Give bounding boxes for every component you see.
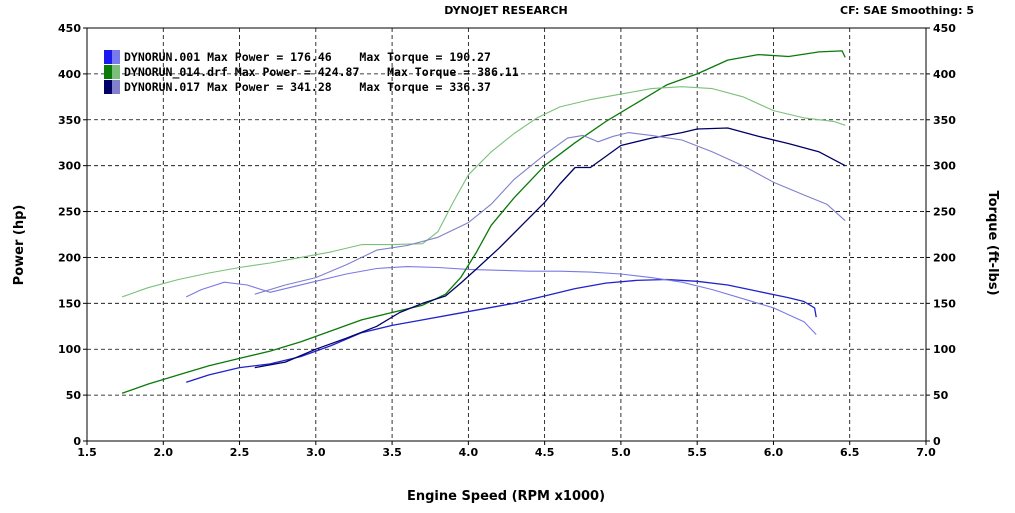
y-tick-label: 50: [66, 389, 82, 402]
y-tick-label: 250: [58, 206, 81, 219]
y-tick-label: 100: [58, 343, 81, 356]
series-line-4: [254, 127, 846, 369]
y2-axis-label: Torque (ft-lbs): [985, 190, 1000, 295]
y2-tick-label: 300: [933, 160, 956, 173]
x-tick-label: 2.0: [154, 446, 174, 459]
legend: DYNORUN.001 Max Power = 176.46 Max Torqu…: [104, 50, 519, 94]
legend-label: DYNORUN.017 Max Power = 341.28 Max Torqu…: [124, 80, 491, 94]
y-tick-label: 300: [58, 160, 81, 173]
y2-tick-label: 400: [933, 68, 956, 81]
x-tick-label: 4.5: [535, 446, 555, 459]
y-tick-label: 450: [58, 22, 81, 35]
x-tick-label: 2.5: [230, 446, 250, 459]
legend-swatch-power: [104, 50, 112, 64]
series-lines: [121, 50, 846, 394]
y-tick-label: 350: [58, 114, 81, 127]
series-line-2: [121, 50, 846, 394]
x-axis-label: Engine Speed (RPM x1000): [407, 489, 605, 504]
y2-tick-label: 100: [933, 343, 956, 356]
y-tick-label: 400: [58, 68, 81, 81]
y2-tick-label: 450: [933, 22, 956, 35]
y2-tick-label: 350: [933, 114, 956, 127]
y2-tick-label: 250: [933, 206, 956, 219]
legend-label: DYNORUN.001 Max Power = 176.46 Max Torqu…: [124, 50, 491, 64]
legend-label: DYNORUN_014.drf Max Power = 424.87 Max T…: [124, 65, 519, 80]
y-tick-label: 150: [58, 297, 81, 310]
y-axis-label: Power (hp): [12, 205, 27, 286]
legend-swatch-torque: [112, 80, 120, 94]
x-tick-label: 3.5: [382, 446, 402, 459]
y2-tick-label: 0: [933, 435, 941, 448]
series-line-5: [254, 132, 846, 295]
series-line-0: [185, 278, 817, 383]
chart-settings: CF: SAE Smoothing: 5: [840, 4, 974, 17]
x-tick-label: 4.0: [459, 446, 479, 459]
legend-swatch-power: [104, 65, 112, 79]
x-tick-label: 5.0: [611, 446, 631, 459]
legend-swatch-torque: [112, 50, 120, 64]
legend-swatch-torque: [112, 65, 120, 79]
series-line-1: [185, 266, 817, 335]
x-tick-label: 3.0: [306, 446, 326, 459]
y2-tick-label: 150: [933, 297, 956, 310]
chart-title: DYNOJET RESEARCH: [444, 4, 567, 17]
y2-tick-label: 200: [933, 251, 956, 264]
x-tick-label: 5.5: [687, 446, 707, 459]
plot-frame: [86, 27, 927, 442]
x-tick-label: 7.0: [916, 446, 936, 459]
x-tick-label: 6.5: [840, 446, 860, 459]
x-tick-label: 6.0: [764, 446, 784, 459]
series-line-3: [121, 86, 846, 298]
y-tick-label: 200: [58, 251, 81, 264]
x-tick-label: 1.5: [77, 446, 97, 459]
grid: [87, 28, 926, 441]
y2-tick-label: 50: [933, 389, 949, 402]
axis-ticks: 1.5 2.0 2.5 3.0 3.5 4.0 4.5 5.0 5.5 6.0 6.5 7.00501…: [58, 22, 956, 459]
legend-swatch-power: [104, 80, 112, 94]
y-tick-label: 0: [73, 435, 81, 448]
